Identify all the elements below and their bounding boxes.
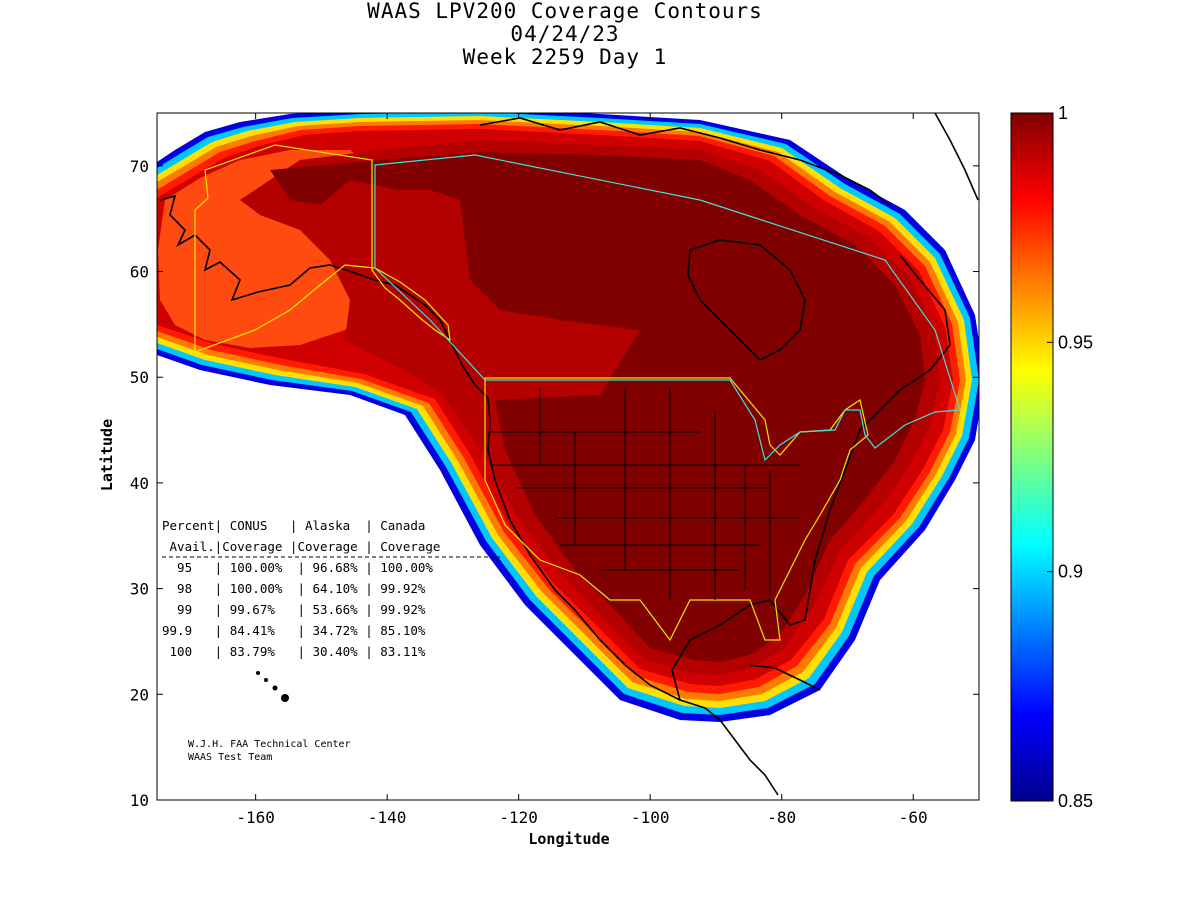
coastline-alaska — [159, 194, 451, 341]
y-tick-label: 50 — [130, 368, 149, 387]
table-header-2: Avail.|Coverage |Coverage | Coverage — [162, 539, 440, 554]
chart-title: WAAS LPV200 Coverage Contours 04/24/23 W… — [0, 0, 1130, 69]
colorbar-tick-label: 0.95 — [1058, 332, 1093, 352]
x-tick-label: -60 — [899, 808, 928, 827]
y-axis-label: Latitude — [98, 419, 116, 491]
table-row: 95 | 100.00% | 96.68% | 100.00% — [162, 560, 433, 575]
table-row: 100 | 83.79% | 30.40% | 83.11% — [162, 644, 426, 659]
title-line-2: 04/24/23 — [510, 22, 620, 46]
border-canada — [374, 154, 961, 462]
coastlines — [159, 113, 979, 796]
us-state-lines — [490, 388, 800, 600]
borders-yellow — [194, 144, 869, 642]
coastline-arctic-islands — [479, 117, 891, 206]
y-tick-label: 40 — [130, 474, 149, 493]
y-axis: 10 20 30 40 50 60 70 — [130, 157, 979, 810]
coastline-greenland — [934, 113, 979, 201]
x-axis: -160 -140 -120 -100 -80 -60 — [236, 113, 928, 827]
coverage-table: Percent| CONUS | Alaska | Canada Avail.|… — [162, 518, 500, 659]
x-tick-label: -120 — [499, 808, 538, 827]
colorbar-tick-label: 0.9 — [1058, 562, 1083, 582]
border-conus-yellow — [484, 377, 869, 642]
x-axis-label: Longitude — [528, 830, 609, 848]
colorbar-ticks: 1 0.95 0.9 0.85 — [1047, 103, 1093, 811]
y-tick-label: 10 — [130, 791, 149, 810]
coastline-hudson-bay — [687, 239, 806, 361]
contour-core-deep — [270, 152, 925, 662]
y-tick-label: 20 — [130, 685, 149, 704]
plot-frame — [156, 112, 980, 801]
x-tick-label: -140 — [368, 808, 407, 827]
hawaii-islands — [256, 671, 289, 702]
colorbar-tick-label: 0.85 — [1058, 791, 1093, 811]
y-tick-label: 70 — [130, 157, 149, 176]
y-tick-label: 30 — [130, 580, 149, 599]
title-line-1: WAAS LPV200 Coverage Contours — [367, 0, 763, 23]
title-line-3: Week 2259 Day 1 — [462, 45, 668, 69]
table-header-1: Percent| CONUS | Alaska | Canada — [162, 518, 425, 533]
state-lines-vertical — [539, 388, 771, 600]
coastline-pacific — [449, 339, 779, 796]
state-lines-horizontal — [490, 431, 800, 571]
coastline-gulf — [671, 254, 951, 701]
colorbar-tick-label: 1 — [1058, 103, 1068, 123]
table-row: 99 | 99.67% | 53.66% | 99.92% — [162, 602, 426, 617]
table-row: 98 | 100.00% | 64.10% | 99.92% — [162, 581, 426, 596]
credit-line-1: W.J.H. FAA Technical Center — [188, 739, 351, 750]
y-tick-label: 60 — [130, 263, 149, 282]
table-row: 99.9 | 84.41% | 34.72% | 85.10% — [162, 623, 426, 638]
border-canada-cyan — [374, 154, 961, 462]
coastline-caribbean — [749, 664, 821, 691]
credit-line-2: WAAS Test Team — [188, 752, 272, 763]
border-alaska-yellow — [194, 144, 451, 353]
colorbar — [1010, 112, 1054, 802]
x-tick-label: -160 — [236, 808, 275, 827]
x-tick-label: -80 — [767, 808, 796, 827]
x-tick-label: -100 — [631, 808, 670, 827]
